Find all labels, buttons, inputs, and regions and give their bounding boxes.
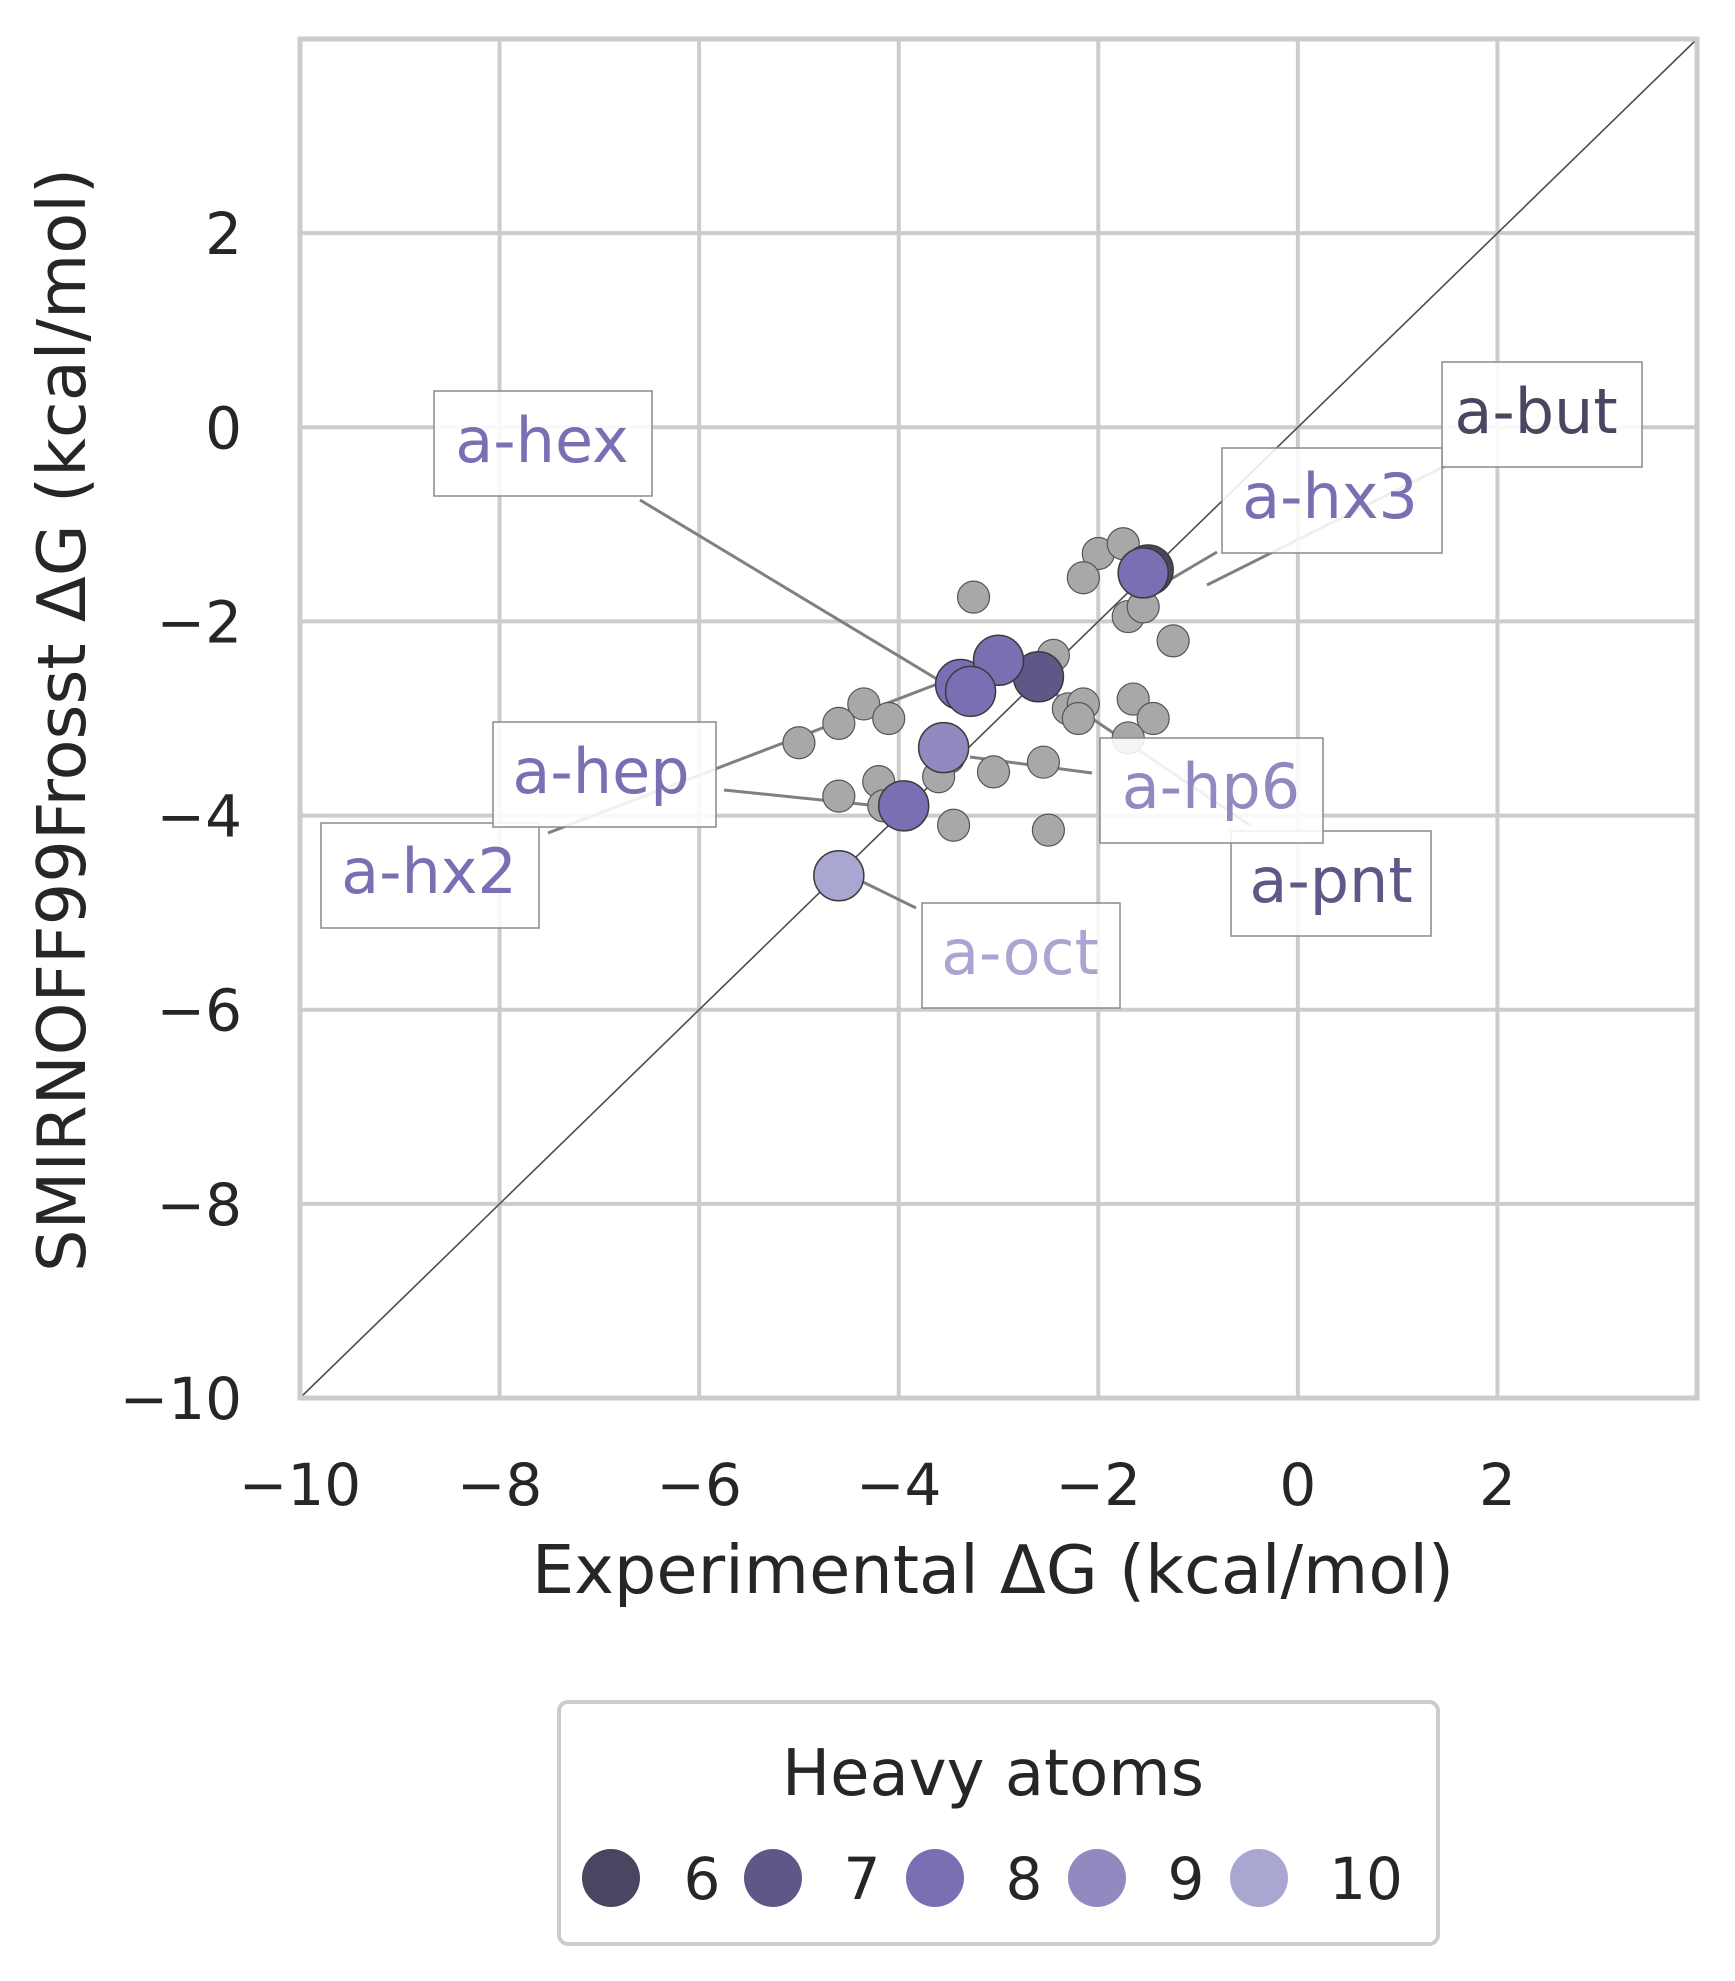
leader-line-a-hex: [639, 498, 961, 695]
annotation-box-a-hx2: [320, 822, 540, 929]
highlighted-point: [944, 665, 997, 718]
data-point: [1136, 701, 1170, 736]
data-point: [1066, 561, 1100, 595]
data-point: [1031, 813, 1065, 847]
plot-frame: [297, 36, 1700, 1401]
annotation-label-a-hex: a-hex: [455, 404, 628, 477]
annotation-label-a-pnt: a-pnt: [1249, 844, 1412, 917]
y-tick-label: −8: [157, 1171, 243, 1239]
y-tick-label: −10: [120, 1365, 242, 1433]
data-point: [822, 779, 856, 813]
legend-label: 6: [684, 1845, 721, 1913]
identity-line: [299, 38, 1698, 1399]
data-point: [782, 726, 816, 760]
data-point: [822, 706, 856, 740]
y-axis-label: SMIRNOFF99Frosst ΔG (kcal/mol): [23, 168, 101, 1272]
axes-frame: [297, 36, 1700, 1401]
tick-labels: −10 −10 −8 −8 −6 −6 −4 −4 −2 −2 0 0 2 2: [120, 200, 1516, 1519]
point-a-oct: [813, 850, 865, 902]
legend-marker: [744, 1849, 802, 1907]
x-tick-label: −2: [1056, 1451, 1142, 1519]
y-tick-label: 2: [205, 200, 242, 268]
x-tick-label: −8: [457, 1451, 543, 1519]
highlighted-points: [813, 544, 1174, 902]
legend-marker: [1230, 1849, 1288, 1907]
legend-title: Heavy atoms: [782, 1737, 1204, 1811]
y-tick-label: 0: [205, 394, 242, 462]
identity-line-group: [299, 38, 1698, 1399]
point-a-hp6: [917, 721, 970, 774]
data-point: [936, 808, 971, 842]
data-point: [1026, 745, 1061, 779]
annotation-label-a-hx2: a-hx2: [341, 835, 517, 908]
annotation-label-a-hx3: a-hx3: [1242, 460, 1418, 533]
legend-label: 10: [1329, 1845, 1403, 1913]
annotation-label-a-hep: a-hep: [512, 735, 689, 808]
data-point: [956, 580, 991, 614]
annotation-label-a-but: a-but: [1454, 375, 1617, 448]
x-tick-label: 0: [1279, 1451, 1316, 1519]
data-point: [847, 687, 881, 721]
y-tick-label: −2: [157, 588, 243, 656]
legend-items: 6 7 8 9 10: [582, 1845, 1403, 1913]
annotation-box-a-hep: [492, 721, 717, 828]
annotation-box-a-hx3: [1221, 447, 1443, 554]
data-point: [872, 701, 906, 736]
legend: Heavy atoms 6 7 8 9 10: [557, 1700, 1440, 1946]
annotation-box-a-hex: [433, 390, 653, 497]
x-tick-label: −10: [239, 1451, 361, 1519]
legend-marker: [1068, 1849, 1126, 1907]
x-tick-label: −6: [656, 1451, 742, 1519]
annotation-label-a-oct: a-oct: [941, 916, 1099, 989]
data-point: [1156, 624, 1190, 658]
y-tick-label: −4: [157, 783, 243, 851]
point-a-hx3: [1117, 547, 1169, 599]
data-point: [976, 755, 1011, 789]
legend-marker: [906, 1849, 964, 1907]
x-tick-label: −4: [856, 1451, 942, 1519]
x-axis-label: Experimental ΔG (kcal/mol): [532, 1531, 1454, 1609]
y-tick-label: −6: [157, 977, 243, 1045]
annotation-box-a-but: [1441, 361, 1643, 468]
x-tick-label: 2: [1479, 1451, 1516, 1519]
data-point: [1061, 701, 1095, 736]
annotation-box-a-oct: [921, 902, 1121, 1009]
annotation-box-a-pnt: [1230, 830, 1432, 937]
annotation-label-a-hp6: a-hp6: [1122, 750, 1300, 823]
legend-label: 9: [1168, 1845, 1205, 1913]
leader-line-a-oct: [860, 879, 917, 910]
legend-label: 7: [844, 1845, 881, 1913]
annotations: a-but a-hx3 a-pnt a-hex a-hx2 a-hp6 a-hep a-oct: [320, 361, 1643, 1009]
legend-label: 8: [1006, 1845, 1043, 1913]
annotation-box-a-hp6: [1099, 737, 1324, 844]
legend-marker: [582, 1849, 640, 1907]
point-a-hep: [877, 780, 930, 832]
